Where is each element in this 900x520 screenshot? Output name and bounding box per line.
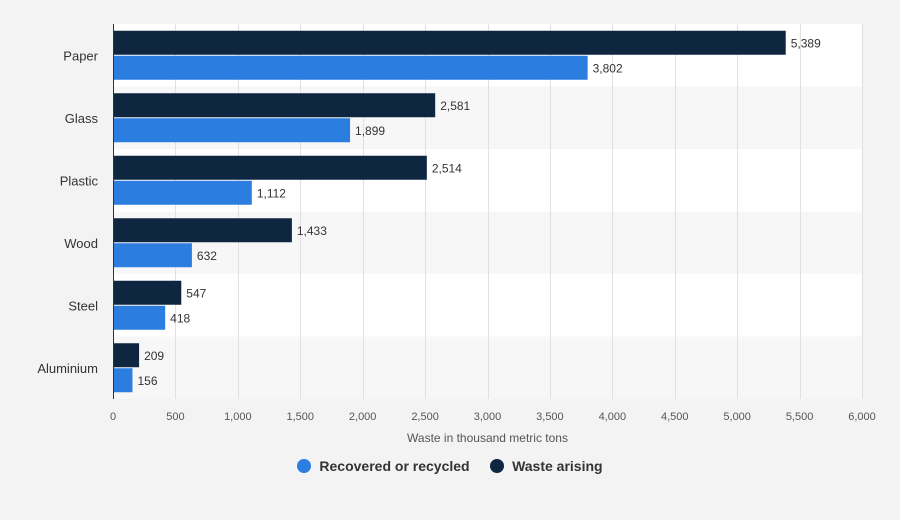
data-label-recovered-steel: 418 <box>170 311 190 325</box>
legend-label-recovered: Recovered or recycled <box>319 458 470 474</box>
data-label-recovered-glass: 1,899 <box>355 124 385 138</box>
category-label-aluminium: Aluminium <box>37 361 98 376</box>
category-label-paper: Paper <box>63 48 98 63</box>
category-label-wood: Wood <box>64 236 98 251</box>
data-label-waste-arising-glass: 2,581 <box>440 99 470 113</box>
x-tick-label: 3,500 <box>536 411 564 423</box>
x-tick-label: 2,000 <box>349 411 377 423</box>
bar-recovered-glass[interactable] <box>114 118 351 143</box>
bar-waste-arising-steel[interactable] <box>114 280 182 305</box>
category-label-glass: Glass <box>65 111 99 126</box>
bar-recovered-steel[interactable] <box>114 305 166 330</box>
x-tick-label: 0 <box>110 411 116 423</box>
x-tick-label: 4,000 <box>599 411 627 423</box>
bar-recovered-wood[interactable] <box>114 243 192 268</box>
chart-legend: Recovered or recycled Waste arising <box>0 458 900 478</box>
data-label-recovered-aluminium: 156 <box>137 374 157 388</box>
x-tick-label: 3,000 <box>474 411 502 423</box>
data-label-recovered-wood: 632 <box>197 249 217 263</box>
data-label-waste-arising-steel: 547 <box>186 286 206 300</box>
data-label-recovered-plastic: 1,112 <box>257 186 286 200</box>
data-label-waste-arising-paper: 5,389 <box>791 36 821 50</box>
x-tick-label: 2,500 <box>411 411 439 423</box>
x-tick-label: 5,500 <box>786 411 814 423</box>
category-band <box>113 274 862 337</box>
data-label-waste-arising-wood: 1,433 <box>297 224 327 238</box>
legend-item-recovered[interactable]: Recovered or recycled <box>297 458 470 474</box>
bar-recovered-plastic[interactable] <box>114 180 252 205</box>
x-axis-title: Waste in thousand metric tons <box>407 431 568 445</box>
bar-recovered-paper[interactable] <box>114 55 588 80</box>
data-label-waste-arising-aluminium: 209 <box>144 349 164 363</box>
x-tick-label: 500 <box>166 411 184 423</box>
bar-waste-arising-aluminium[interactable] <box>114 343 140 368</box>
category-label-steel: Steel <box>68 298 98 313</box>
x-tick-label: 4,500 <box>661 411 689 423</box>
bar-waste-arising-glass[interactable] <box>114 93 436 118</box>
x-tick-label: 5,000 <box>723 411 751 423</box>
x-tick-label: 1,000 <box>224 411 252 423</box>
bar-recovered-aluminium[interactable] <box>114 368 133 393</box>
x-tick-label: 6,000 <box>848 411 876 423</box>
legend-marker-waste-arising <box>490 459 505 473</box>
x-tick-label: 1,500 <box>286 411 314 423</box>
bar-waste-arising-plastic[interactable] <box>114 155 427 180</box>
data-label-waste-arising-plastic: 2,514 <box>432 161 462 175</box>
category-label-plastic: Plastic <box>60 173 99 188</box>
bar-waste-arising-paper[interactable] <box>114 30 786 55</box>
legend-item-waste-arising[interactable]: Waste arising <box>490 458 603 474</box>
legend-marker-recovered <box>297 459 312 473</box>
legend-label-waste-arising: Waste arising <box>512 458 603 474</box>
data-label-recovered-paper: 3,802 <box>593 61 623 75</box>
bar-waste-arising-wood[interactable] <box>114 218 292 243</box>
